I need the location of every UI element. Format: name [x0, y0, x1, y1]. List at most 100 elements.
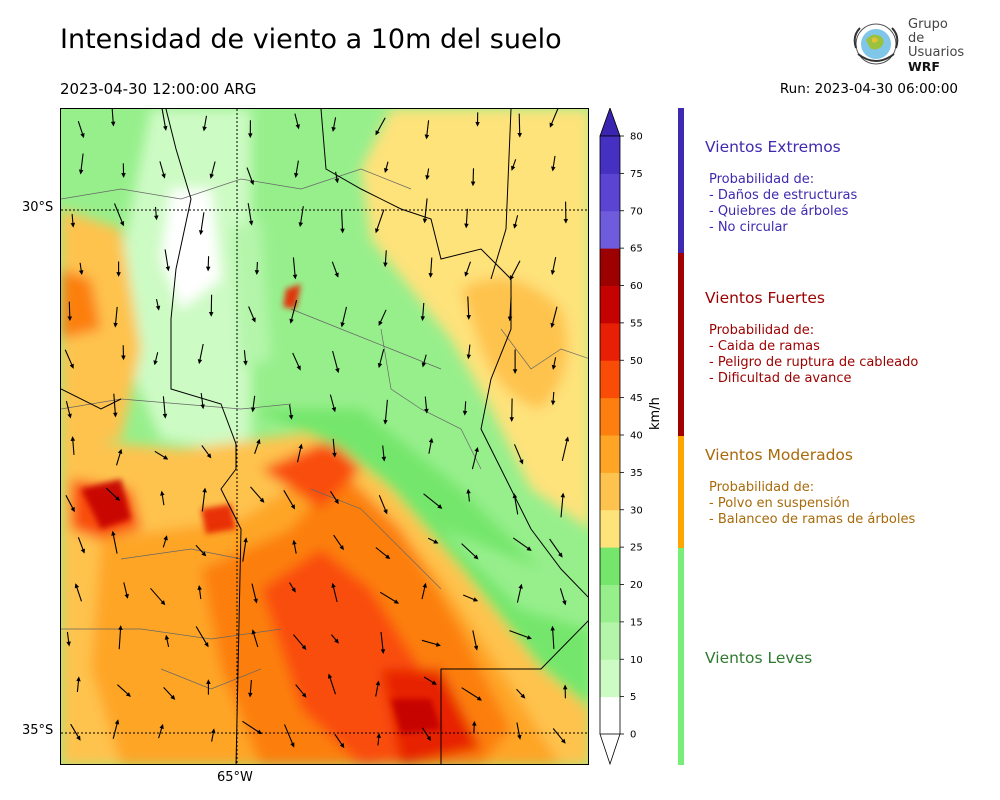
colorbar-segment: [600, 210, 620, 249]
wind-vector-head: [301, 644, 307, 650]
wind-vector-head: [117, 448, 123, 454]
category-desc-heading: Probabilidad de:: [709, 323, 815, 338]
category-description: Probabilidad de: - Caida de ramas - Peli…: [709, 323, 918, 387]
wind-vector-head: [518, 583, 523, 589]
wind-vector-head: [292, 274, 298, 280]
wind-vector-head: [243, 360, 248, 366]
wind-vector-head: [327, 673, 333, 679]
wind-vector: [113, 203, 124, 226]
wind-vector-head: [197, 585, 202, 590]
wind-vector-head: [433, 539, 439, 544]
wind-vector-head: [558, 552, 563, 558]
wind-vector-head: [288, 414, 294, 420]
category-leves: Vientos Leves: [705, 649, 812, 667]
run-time: Run: 2023-04-30 06:00:00: [779, 81, 958, 97]
wind-vector-head: [513, 223, 518, 229]
wind-vector-head: [204, 642, 209, 648]
wind-vector: [375, 209, 385, 233]
wind-vector-head: [331, 126, 336, 132]
colorbar-tick-label: 50: [630, 356, 643, 367]
wind-vector-head: [153, 215, 159, 221]
wind-vector-head: [424, 134, 430, 140]
wind-vector: [283, 724, 295, 747]
wind-vector-head: [426, 735, 431, 742]
wind-vector-head: [66, 641, 71, 647]
wind-vector-head: [519, 459, 524, 465]
wind-vector: [551, 626, 555, 649]
wind-vector-head: [153, 360, 158, 366]
colorbar-extend-max: [599, 106, 621, 137]
wind-vector-head: [562, 684, 568, 690]
graticule: [61, 109, 588, 764]
wind-vector: [461, 543, 478, 560]
wind-vector-head: [393, 599, 400, 604]
colorbar-segment: [600, 435, 620, 473]
wind-vector-head: [376, 733, 382, 739]
category-desc-item: - Peligro de ruptura de cableado: [709, 355, 919, 370]
wind-vector: [341, 210, 344, 233]
wind-vector-head: [435, 642, 441, 647]
colorbar-tick-label: 0: [630, 730, 636, 741]
wind-vector-head: [161, 173, 166, 179]
colorbar-tick-label: 65: [630, 244, 643, 255]
colorbar-tick-label: 30: [630, 505, 643, 516]
wind-vector-head: [422, 582, 427, 588]
category-desc-item: - Polvo en suspensión: [709, 496, 850, 511]
wind-vector-head: [163, 125, 168, 131]
lon-label-65w: 65°W: [217, 770, 253, 785]
wind-vector-head: [114, 719, 120, 725]
wind-vector-head: [119, 221, 125, 227]
wind-vector-head: [331, 582, 336, 588]
wind-vector: [461, 687, 482, 701]
wind-vector-head: [121, 355, 126, 361]
wind-vector-head: [383, 167, 389, 174]
wind-map: [60, 108, 589, 765]
wind-vector-head: [76, 676, 81, 682]
wind-vector-head: [202, 487, 207, 493]
category-desc-item: - Balanceo de ramas de árboles: [709, 512, 916, 527]
wind-vector: [292, 257, 296, 279]
wind-vector-head: [248, 133, 253, 139]
wind-vector: [509, 297, 512, 321]
wind-vector: [242, 538, 247, 562]
colorbar-tick-label: 20: [630, 580, 643, 591]
wind-vector: [150, 587, 165, 605]
wind-vector-head: [249, 179, 255, 186]
category-desc-item: - Dificultad de avance: [709, 371, 852, 386]
wind-vector: [560, 493, 564, 518]
category-fuertes: Vientos Fuertes Probabilidad de: - Caida…: [705, 289, 918, 387]
wind-vector-head: [163, 535, 168, 541]
wind-vector-head: [420, 316, 426, 322]
category-title: Vientos Fuertes: [705, 289, 825, 307]
wind-vector-head: [551, 364, 557, 370]
wind-vector-head: [256, 729, 263, 735]
category-desc-heading: Probabilidad de:: [709, 172, 815, 187]
colorbar-tick-label: 70: [630, 206, 643, 217]
wind-vector-head: [115, 496, 121, 501]
wind-vector-head: [334, 178, 340, 184]
wind-vector-head: [560, 492, 566, 498]
wind-vector-head: [560, 738, 566, 744]
wind-vector-head: [339, 742, 345, 749]
wind-vector-head: [517, 734, 522, 740]
category-desc-item: - Caida de ramas: [709, 339, 820, 354]
wind-vector-head: [550, 625, 555, 631]
colorbar-segment: [600, 472, 620, 511]
colorbar-tick-label: 55: [630, 318, 643, 329]
category-desc-heading: Probabilidad de:: [709, 480, 815, 495]
wind-vector-head: [124, 593, 129, 599]
category-desc-item: - Quiebres de árboles: [709, 204, 849, 219]
wind-vector: [283, 490, 295, 509]
wind-vector-head: [110, 121, 116, 127]
wind-vector: [509, 630, 531, 640]
wind-vector-head: [259, 497, 265, 503]
wind-vector-head: [160, 600, 166, 606]
wind-vector-head: [549, 122, 554, 128]
wind-vector-head: [334, 272, 339, 278]
wind-vector-head: [383, 419, 388, 425]
wind-vector-head: [334, 638, 339, 644]
colorbar-segment: [600, 621, 620, 660]
colorbar-tick-label: 35: [630, 468, 643, 479]
wind-vector-head: [526, 546, 532, 551]
logo-line-3: WRF: [908, 59, 940, 74]
